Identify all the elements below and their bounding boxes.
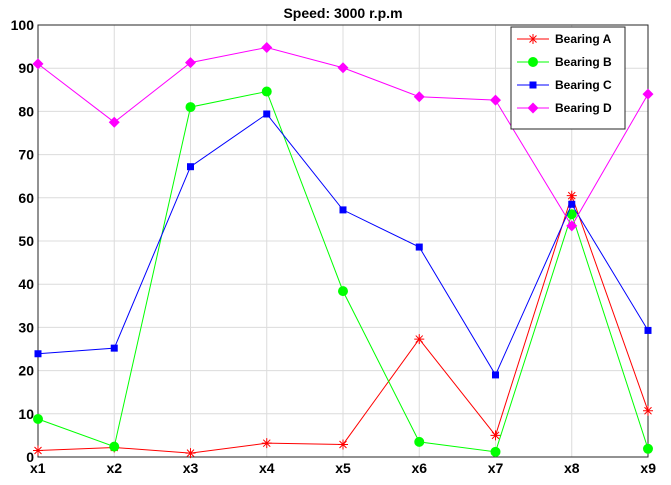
data-point — [263, 110, 271, 118]
legend-swatch-marker — [528, 57, 538, 67]
y-tick-label: 90 — [18, 60, 34, 76]
data-point — [185, 102, 196, 113]
y-tick-label: 70 — [18, 147, 34, 163]
legend-label: Bearing C — [555, 78, 612, 92]
y-tick-label: 50 — [18, 233, 34, 249]
data-point — [492, 371, 499, 379]
y-tick-label: 80 — [18, 103, 34, 119]
data-point — [108, 116, 120, 128]
y-axis: 0 10 20 30 40 50 60 70 80 90 100 — [11, 17, 35, 465]
data-point — [32, 58, 44, 70]
x-tick-label: x9 — [640, 460, 656, 476]
data-point — [413, 91, 425, 103]
data-point — [415, 243, 423, 251]
x-tick-label: x7 — [488, 460, 504, 476]
data-point — [642, 88, 654, 100]
legend-item: Bearing D — [517, 101, 612, 115]
legend: Bearing A Bearing B Bearing C Bearing D — [510, 26, 626, 130]
data-point — [414, 436, 425, 447]
data-point — [568, 200, 576, 208]
legend-label: Bearing A — [555, 32, 612, 46]
y-tick-label: 20 — [18, 363, 34, 379]
x-axis: x1 x2 x3 x4 x5 x6 x7 x8 x9 — [30, 460, 656, 476]
chart-title: Speed: 3000 r.p.m — [283, 5, 402, 21]
y-tick-label: 100 — [11, 17, 35, 33]
y-tick-label: 0 — [26, 449, 34, 465]
data-point — [490, 94, 501, 106]
data-point — [34, 350, 42, 358]
series-layer — [32, 41, 654, 459]
data-point — [33, 445, 43, 456]
y-tick-label: 40 — [18, 276, 34, 292]
data-point — [261, 86, 272, 97]
data-point — [339, 206, 347, 214]
legend-swatch-marker — [528, 34, 538, 44]
data-point — [33, 413, 43, 424]
x-tick-label: x3 — [183, 460, 199, 476]
series-bearing-d — [32, 41, 654, 232]
data-point — [110, 344, 118, 352]
data-point — [414, 334, 425, 345]
x-tick-label: x6 — [411, 460, 427, 476]
data-point — [644, 326, 652, 334]
data-point — [643, 443, 653, 454]
legend-swatch-marker — [527, 102, 539, 114]
data-point — [185, 448, 196, 459]
x-tick-label: x5 — [335, 460, 351, 476]
x-tick-label: x2 — [106, 460, 122, 476]
x-tick-label: x8 — [564, 460, 580, 476]
legend-box — [510, 26, 626, 130]
series-bearing-b — [33, 86, 653, 457]
data-point — [490, 430, 501, 441]
legend-label: Bearing B — [555, 55, 612, 69]
legend-swatch-marker — [529, 81, 537, 89]
y-tick-label: 60 — [18, 190, 34, 206]
plot-area — [37, 24, 649, 458]
x-tick-label: x4 — [259, 460, 275, 476]
data-point — [261, 438, 272, 449]
data-point — [338, 439, 348, 450]
x-tick-label: x1 — [30, 460, 46, 476]
legend-label: Bearing D — [555, 101, 612, 115]
data-point — [338, 286, 348, 297]
data-point — [337, 62, 349, 74]
data-point — [109, 441, 120, 452]
legend-item: Bearing C — [517, 78, 612, 92]
data-point — [566, 190, 577, 201]
y-tick-label: 30 — [18, 319, 34, 335]
y-tick-label: 10 — [18, 406, 34, 422]
data-point — [187, 163, 194, 171]
legend-item: Bearing B — [517, 55, 612, 69]
data-point — [261, 41, 273, 53]
data-point — [643, 405, 653, 416]
legend-item: Bearing A — [517, 32, 612, 46]
data-point — [185, 57, 196, 69]
data-point — [566, 220, 578, 232]
data-point — [490, 446, 501, 457]
series-bearing-c — [34, 110, 652, 379]
